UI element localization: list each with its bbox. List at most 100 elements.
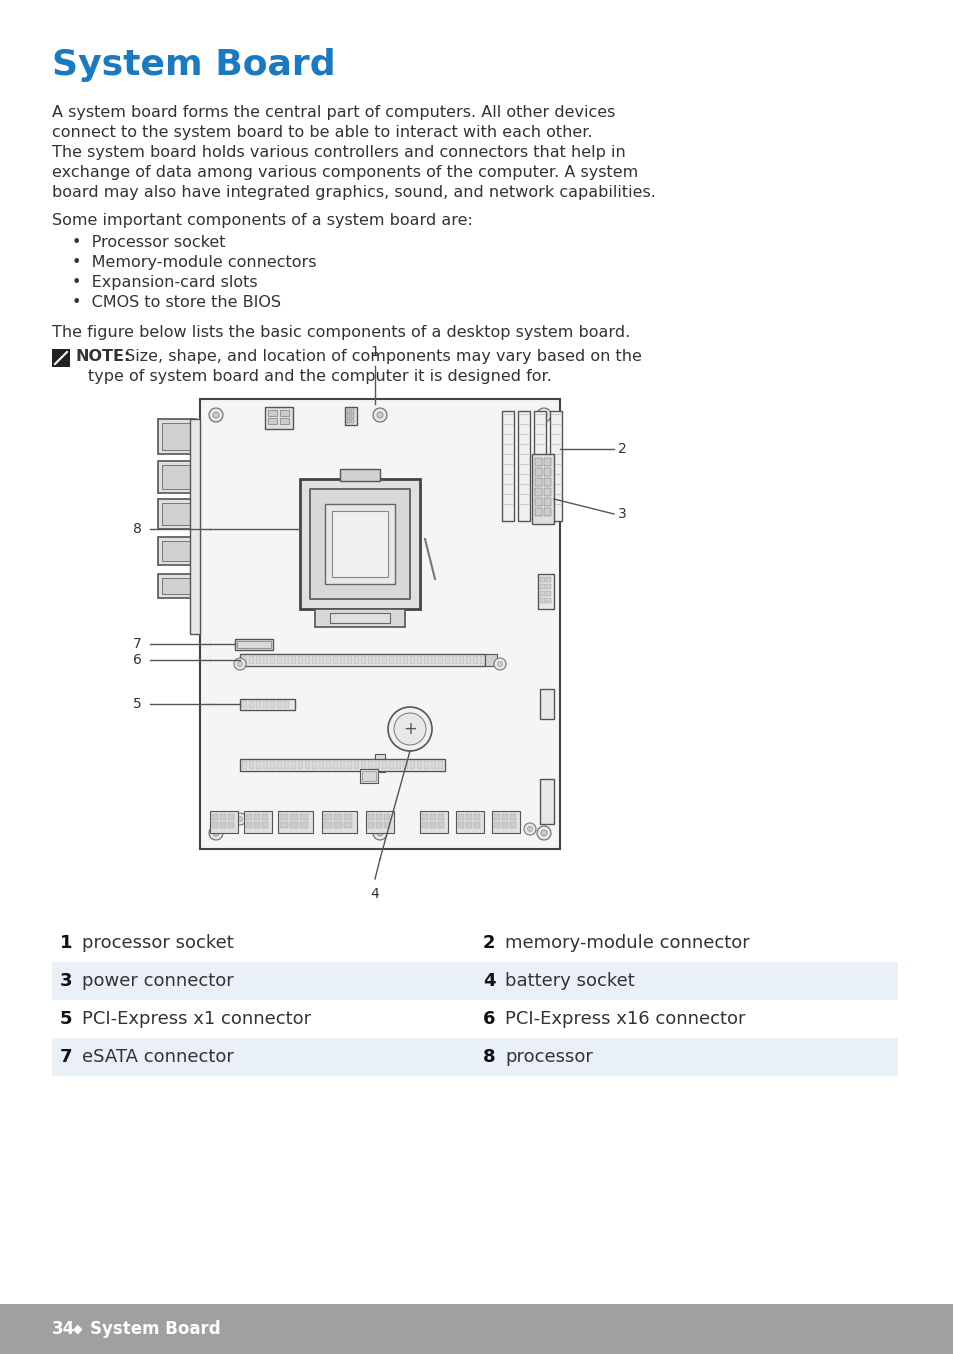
Bar <box>457 822 463 829</box>
Circle shape <box>233 658 246 670</box>
Bar <box>347 409 350 413</box>
Text: +: + <box>402 720 416 738</box>
Bar <box>326 655 331 663</box>
Bar <box>333 655 337 663</box>
Bar <box>299 479 419 609</box>
Bar <box>410 655 415 663</box>
Bar <box>325 504 395 584</box>
Bar <box>402 655 408 663</box>
Bar <box>228 814 233 821</box>
Bar <box>265 408 293 429</box>
Bar <box>240 654 484 666</box>
Circle shape <box>213 830 219 835</box>
Bar <box>366 811 394 833</box>
Bar <box>322 811 356 833</box>
Bar <box>246 814 252 821</box>
Bar <box>262 814 268 821</box>
Text: processor socket: processor socket <box>82 934 233 952</box>
Bar <box>212 814 218 821</box>
Circle shape <box>540 830 546 835</box>
Text: Size, shape, and location of components may vary based on the: Size, shape, and location of components … <box>120 349 641 364</box>
Bar <box>545 598 551 603</box>
Bar <box>249 701 253 708</box>
Bar <box>543 487 551 496</box>
Circle shape <box>213 412 219 418</box>
Bar <box>280 410 289 416</box>
Bar <box>410 761 415 769</box>
Bar <box>545 584 551 589</box>
Bar <box>255 761 261 769</box>
Bar <box>263 655 268 663</box>
Bar <box>162 502 192 525</box>
Text: 3: 3 <box>618 506 626 521</box>
Circle shape <box>376 412 382 418</box>
Bar <box>276 655 282 663</box>
Bar <box>419 811 448 833</box>
Bar <box>381 761 387 769</box>
Text: eSATA connector: eSATA connector <box>82 1048 233 1066</box>
Bar <box>437 814 443 821</box>
Bar <box>474 822 479 829</box>
Bar <box>242 761 247 769</box>
Bar <box>290 814 297 821</box>
Bar <box>246 822 252 829</box>
Circle shape <box>494 658 505 670</box>
Bar <box>539 598 544 603</box>
Circle shape <box>388 707 432 751</box>
Bar <box>220 814 226 821</box>
Bar <box>423 655 429 663</box>
Bar <box>539 590 544 596</box>
Text: 1: 1 <box>60 934 72 952</box>
Bar <box>543 498 551 506</box>
Bar <box>318 761 324 769</box>
Bar <box>332 510 388 577</box>
Bar <box>339 655 345 663</box>
Bar <box>395 655 400 663</box>
Bar <box>545 577 551 582</box>
Bar <box>344 814 352 821</box>
Bar <box>318 655 324 663</box>
Bar <box>158 418 195 454</box>
Bar <box>299 814 308 821</box>
Bar <box>52 961 897 1001</box>
Bar <box>368 655 373 663</box>
Bar <box>310 489 410 598</box>
Text: A system board forms the central part of computers. All other devices: A system board forms the central part of… <box>52 106 615 121</box>
Text: PCI-Express x16 connector: PCI-Express x16 connector <box>504 1010 744 1028</box>
Bar <box>543 458 551 466</box>
Bar <box>200 399 559 849</box>
Bar <box>510 822 516 829</box>
Bar <box>158 574 195 598</box>
Bar <box>444 655 450 663</box>
Circle shape <box>233 812 246 825</box>
Bar <box>312 761 316 769</box>
Bar <box>457 814 463 821</box>
Bar <box>517 412 530 521</box>
Circle shape <box>394 714 426 745</box>
Bar <box>347 418 350 422</box>
Circle shape <box>537 408 551 422</box>
Text: System Board: System Board <box>52 47 335 83</box>
Bar <box>228 822 233 829</box>
Bar <box>305 655 310 663</box>
Bar <box>354 761 358 769</box>
Bar <box>158 538 195 565</box>
Bar <box>291 655 295 663</box>
Bar <box>158 460 195 493</box>
Bar <box>220 822 226 829</box>
Bar <box>270 761 274 769</box>
Bar <box>465 822 472 829</box>
Text: connect to the system board to be able to interact with each other.: connect to the system board to be able t… <box>52 125 592 139</box>
Bar <box>284 701 289 708</box>
Bar <box>375 754 385 772</box>
Text: 8: 8 <box>482 1048 496 1066</box>
Bar <box>381 655 387 663</box>
Bar <box>535 498 541 506</box>
Text: System Board: System Board <box>90 1320 220 1338</box>
Bar <box>535 487 541 496</box>
Bar <box>456 811 483 833</box>
Bar <box>210 811 237 833</box>
Bar <box>375 655 379 663</box>
Bar <box>0 1304 953 1354</box>
Bar <box>484 654 497 666</box>
